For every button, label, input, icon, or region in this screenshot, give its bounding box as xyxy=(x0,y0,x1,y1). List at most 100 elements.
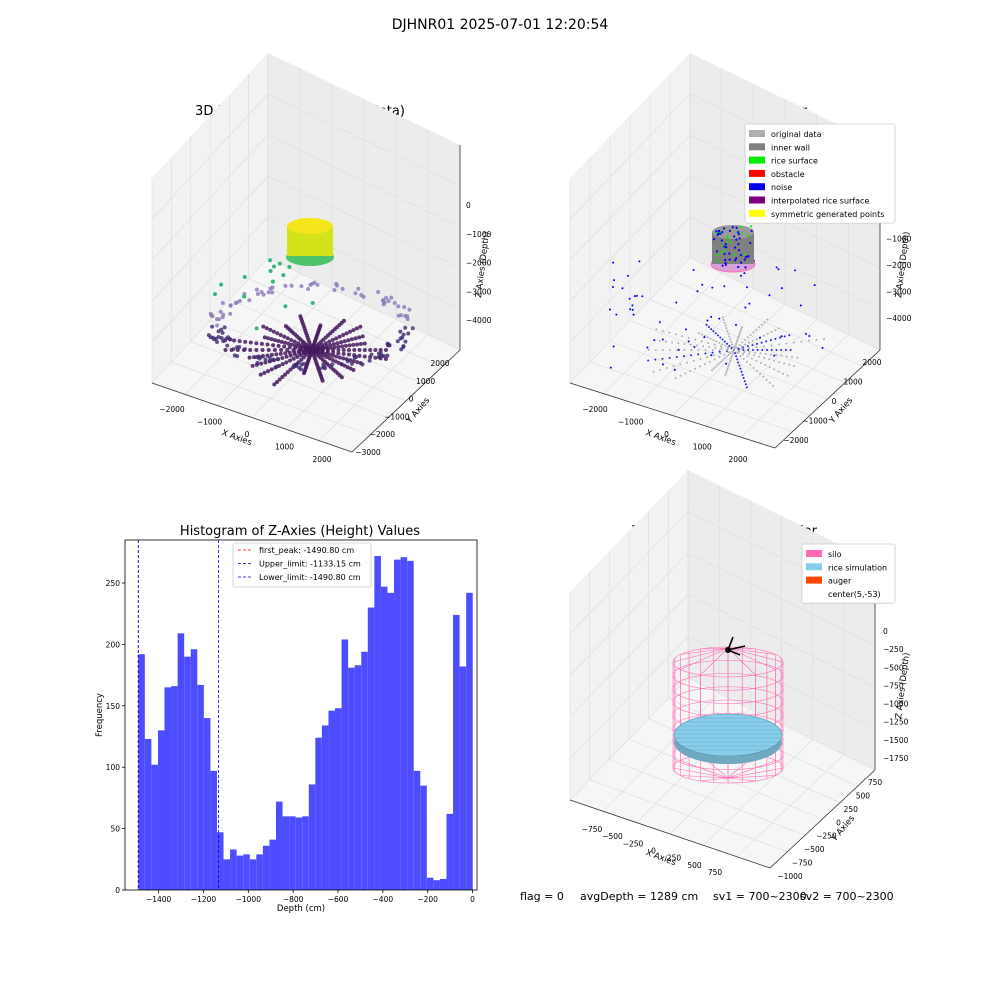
p1-floor-point xyxy=(284,360,289,365)
p1-floor-point xyxy=(279,339,284,344)
hist-bar xyxy=(380,586,388,890)
p1-ring-point xyxy=(222,325,227,330)
p1-floor-point xyxy=(283,372,288,377)
p2-original-point xyxy=(676,349,679,351)
p2-original-point xyxy=(733,349,735,351)
p2-original-point xyxy=(723,340,726,343)
p1-y-tick-label: −3000 xyxy=(355,448,381,457)
p1-ring-point xyxy=(293,364,298,369)
p1-floor-point xyxy=(330,338,335,343)
p2-original-point xyxy=(746,345,749,348)
p4-y-tick-label: −500 xyxy=(804,845,825,854)
hist-y-tick-label: 100 xyxy=(106,763,121,772)
p1-floor-point xyxy=(259,361,264,366)
p2-surface-point xyxy=(720,250,723,254)
p2-legend-swatch xyxy=(749,169,765,177)
p1-wall-grid xyxy=(151,134,269,261)
p2-original-point xyxy=(735,341,738,344)
p1-mid-point xyxy=(277,261,282,266)
p2-original-point xyxy=(747,347,750,350)
hist-bar xyxy=(256,854,263,890)
p1-y-tick-label: 0 xyxy=(409,395,414,404)
p2-surface-point xyxy=(744,266,747,269)
p2-original-point xyxy=(755,346,758,349)
p1-floor-point xyxy=(357,335,362,340)
p1-floor-point xyxy=(325,346,330,351)
p1-ring-point xyxy=(367,358,372,363)
p1-ring-point xyxy=(216,334,221,339)
p2-original-point xyxy=(731,350,734,353)
p2-noise-point xyxy=(794,269,797,272)
p1-ring-point xyxy=(223,338,228,343)
p1-floor-point xyxy=(336,360,341,365)
p2-original-point xyxy=(778,327,781,330)
p1-floor-point xyxy=(347,329,352,334)
footer-avg-depth: avgDepth = 1289 cm xyxy=(580,890,699,903)
p1-ring-point xyxy=(242,347,247,352)
p1-floor-point xyxy=(327,356,332,361)
p2-legend-label: rice surface xyxy=(771,157,818,166)
p1-floor-point xyxy=(362,348,367,352)
p1-floor-point xyxy=(310,348,314,352)
footer-sv1: sv1 = 700~2300 xyxy=(713,890,807,903)
hist-x-tick-label: 0 xyxy=(470,895,475,904)
p2-original-point xyxy=(759,372,762,375)
p4-silo-roof-line xyxy=(680,647,729,655)
p2-original-point xyxy=(748,341,751,344)
p2-original-point xyxy=(789,349,792,351)
p1-floor-point xyxy=(351,328,356,333)
p1-floor-point xyxy=(330,357,335,362)
footer-sv2: sv2 = 700~2300 xyxy=(800,890,894,903)
p2-original-point xyxy=(727,346,730,349)
p1-floor-point xyxy=(285,336,290,341)
p2-surface-point xyxy=(723,252,726,255)
p2-noise-point xyxy=(780,335,783,338)
p2-original-point xyxy=(769,353,772,356)
p1-ring-point xyxy=(403,339,408,344)
p4-z-tick-label: 0 xyxy=(883,627,888,636)
p2-original-point xyxy=(783,362,786,365)
p2-original-point xyxy=(742,346,745,349)
p4-silo-roof-line xyxy=(672,647,729,663)
p1-ring-point xyxy=(330,362,335,367)
p1-ring-point xyxy=(274,364,279,369)
p1-floor-point xyxy=(268,327,273,332)
p2-surface-point xyxy=(723,249,726,252)
p1-ring-point xyxy=(376,351,381,356)
p2-original-point xyxy=(702,345,705,348)
p4-x-tick-label: −500 xyxy=(602,832,623,841)
p2-noise-point xyxy=(653,339,656,342)
hist-bar xyxy=(295,817,303,890)
p2-noise-point xyxy=(675,301,678,304)
p2-surface-point xyxy=(721,231,724,234)
p1-floor-point xyxy=(266,348,271,352)
p2-noise-point xyxy=(744,306,747,309)
p2-original-point xyxy=(677,342,680,345)
p1-y-tick-label: 1000 xyxy=(416,377,435,386)
p1-ring-point xyxy=(403,325,408,330)
p1-ring-point xyxy=(401,332,406,337)
p1-ring-point xyxy=(406,331,411,336)
p2-original-point xyxy=(654,358,657,361)
p2-original-point xyxy=(775,354,778,357)
p1-ring-point xyxy=(407,307,412,312)
p2-original-point xyxy=(736,351,739,354)
p1-ring-point xyxy=(255,292,260,297)
p1-floor-point xyxy=(337,355,342,360)
p4-z-tick-label: −1000 xyxy=(883,700,909,709)
p2-original-point xyxy=(725,355,728,358)
p2-legend-label: obstacle xyxy=(771,170,805,179)
hist-bar xyxy=(354,665,362,890)
p1-floor-point xyxy=(313,347,318,352)
p4-silo-roof-line xyxy=(727,647,784,663)
p1-floor-point xyxy=(280,355,285,360)
p2-original-point xyxy=(675,356,678,359)
p2-original-point xyxy=(726,367,729,370)
p1-ring-point xyxy=(214,317,219,322)
p1-floor-point xyxy=(351,342,356,347)
p2-noise-point xyxy=(628,297,631,300)
p1-floor-point xyxy=(332,345,337,350)
p1-ring-point xyxy=(283,283,288,288)
p1-wall-grid xyxy=(151,93,269,220)
p2-original-point xyxy=(807,339,810,342)
